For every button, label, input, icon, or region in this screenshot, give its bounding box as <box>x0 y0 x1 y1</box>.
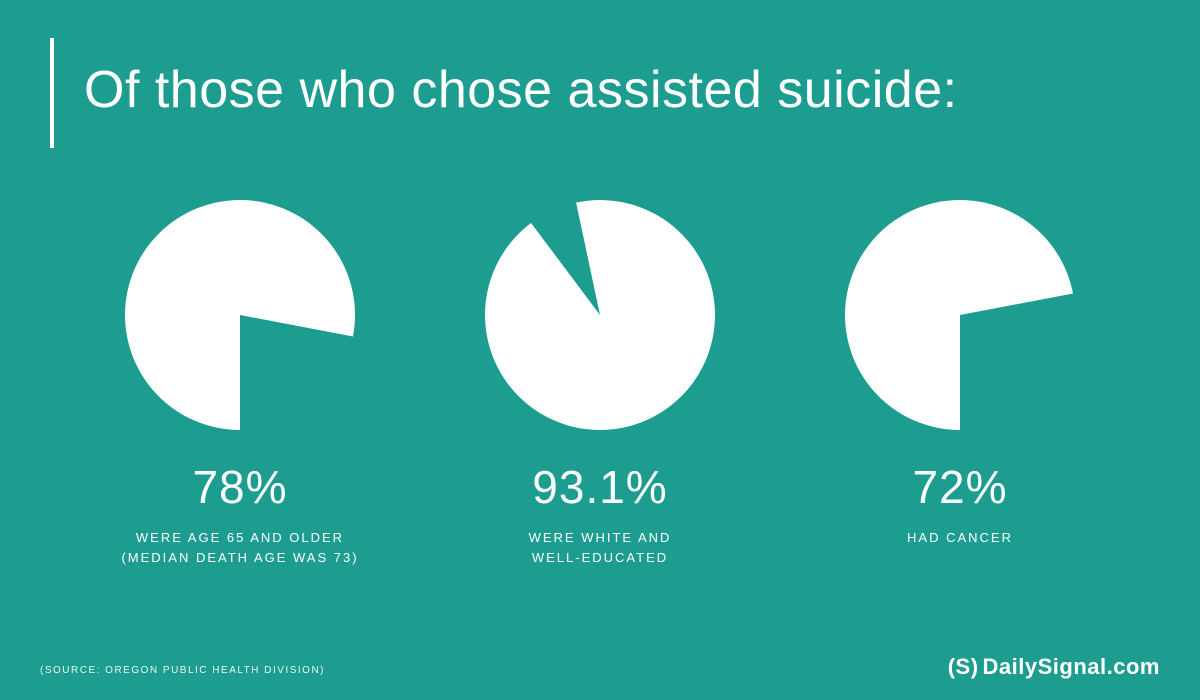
page-title: Of those who chose assisted suicide: <box>84 60 958 120</box>
desc-line: WERE WHITE AND <box>529 530 672 545</box>
chart-demographics: 93.1% WERE WHITE AND WELL-EDUCATED <box>440 200 760 567</box>
title-block: Of those who chose assisted suicide: <box>50 60 958 148</box>
desc-line: (MEDIAN DEATH AGE WAS 73) <box>121 550 358 565</box>
pie-slice <box>845 200 1073 430</box>
chart-cancer: 72% HAD CANCER <box>800 200 1120 567</box>
infographic-canvas: Of those who chose assisted suicide: 78%… <box>0 0 1200 700</box>
chart-age: 78% WERE AGE 65 AND OLDER (MEDIAN DEATH … <box>80 200 400 567</box>
percent-value: 93.1% <box>532 460 667 514</box>
brand-mark-icon: (S) <box>948 654 979 680</box>
accent-bar <box>50 38 54 148</box>
pie-chart <box>485 200 715 430</box>
brand-label: (S)DailySignal.com <box>948 654 1160 680</box>
pie-chart <box>845 200 1075 430</box>
charts-row: 78% WERE AGE 65 AND OLDER (MEDIAN DEATH … <box>0 200 1200 567</box>
pie-slice <box>125 200 355 430</box>
source-text: (SOURCE: OREGON PUBLIC HEALTH DIVISION) <box>40 665 325 676</box>
desc-line: WELL-EDUCATED <box>532 550 668 565</box>
brand-text: DailySignal.com <box>983 654 1160 680</box>
percent-value: 72% <box>912 460 1007 514</box>
chart-description: HAD CANCER <box>907 528 1013 548</box>
percent-value: 78% <box>192 460 287 514</box>
chart-description: WERE AGE 65 AND OLDER (MEDIAN DEATH AGE … <box>121 528 358 567</box>
desc-line: HAD CANCER <box>907 530 1013 545</box>
pie-slice <box>485 200 715 430</box>
desc-line: WERE AGE 65 AND OLDER <box>136 530 344 545</box>
pie-chart <box>125 200 355 430</box>
chart-description: WERE WHITE AND WELL-EDUCATED <box>529 528 672 567</box>
